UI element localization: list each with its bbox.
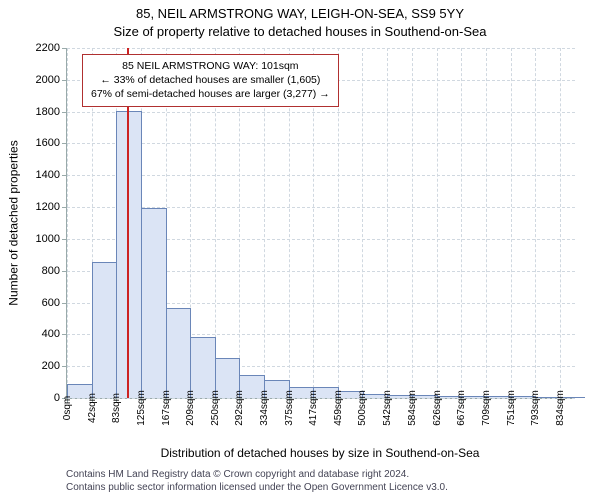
x-tick-label: 584sqm bbox=[407, 390, 418, 426]
x-tick-label: 334sqm bbox=[259, 390, 270, 426]
x-tick-label: 209sqm bbox=[185, 390, 196, 426]
y-tick-label: 600 bbox=[20, 297, 60, 309]
y-tick-label: 1400 bbox=[20, 169, 60, 181]
x-tick-label: 709sqm bbox=[481, 390, 492, 426]
y-tick-label: 200 bbox=[20, 360, 60, 372]
histogram-bar bbox=[92, 262, 118, 398]
y-tick-label: 1000 bbox=[20, 233, 60, 245]
x-tick-label: 42sqm bbox=[87, 393, 98, 423]
x-tick-label: 125sqm bbox=[136, 390, 147, 426]
x-tick-label: 751sqm bbox=[506, 390, 517, 426]
x-tick-label: 500sqm bbox=[357, 390, 368, 426]
x-tick-label: 292sqm bbox=[234, 390, 245, 426]
x-tick-label: 834sqm bbox=[555, 390, 566, 426]
title-line1: 85, NEIL ARMSTRONG WAY, LEIGH-ON-SEA, SS… bbox=[0, 6, 600, 21]
credit-line: Contains public sector information licen… bbox=[66, 481, 448, 494]
y-tick-label: 1800 bbox=[20, 106, 60, 118]
x-tick-label: 793sqm bbox=[530, 390, 541, 426]
y-tick-label: 1200 bbox=[20, 201, 60, 213]
histogram-bar bbox=[141, 208, 167, 398]
y-axis-label: Number of detached properties bbox=[6, 48, 22, 398]
figure: 85, NEIL ARMSTRONG WAY, LEIGH-ON-SEA, SS… bbox=[0, 0, 600, 500]
title-line2: Size of property relative to detached ho… bbox=[0, 24, 600, 39]
y-tick-label: 1600 bbox=[20, 137, 60, 149]
annotation-line: ← 33% of detached houses are smaller (1,… bbox=[91, 73, 330, 87]
annotation-line: 67% of semi-detached houses are larger (… bbox=[91, 87, 330, 101]
x-axis-label: Distribution of detached houses by size … bbox=[66, 446, 574, 460]
annotation-line: 85 NEIL ARMSTRONG WAY: 101sqm bbox=[91, 59, 330, 73]
annotation-box: 85 NEIL ARMSTRONG WAY: 101sqm← 33% of de… bbox=[82, 54, 339, 107]
x-tick-label: 542sqm bbox=[382, 390, 393, 426]
x-tick-label: 0sqm bbox=[62, 396, 73, 420]
y-tick-label: 0 bbox=[20, 392, 60, 404]
y-tick-label: 400 bbox=[20, 328, 60, 340]
x-tick-label: 250sqm bbox=[210, 390, 221, 426]
x-tick-label: 83sqm bbox=[111, 393, 122, 423]
x-tick-label: 667sqm bbox=[456, 390, 467, 426]
histogram-bar bbox=[116, 111, 142, 398]
histogram-bar bbox=[190, 337, 216, 398]
y-tick-label: 2000 bbox=[20, 74, 60, 86]
x-tick-label: 417sqm bbox=[308, 390, 319, 426]
credit-line: Contains HM Land Registry data © Crown c… bbox=[66, 468, 448, 481]
credits: Contains HM Land Registry data © Crown c… bbox=[66, 468, 448, 494]
histogram-bar bbox=[166, 308, 192, 398]
x-tick-label: 375sqm bbox=[284, 390, 295, 426]
y-tick-label: 2200 bbox=[20, 42, 60, 54]
y-tick-label: 800 bbox=[20, 265, 60, 277]
x-tick-label: 167sqm bbox=[161, 390, 172, 426]
x-tick-label: 626sqm bbox=[432, 390, 443, 426]
x-tick-label: 459sqm bbox=[333, 390, 344, 426]
